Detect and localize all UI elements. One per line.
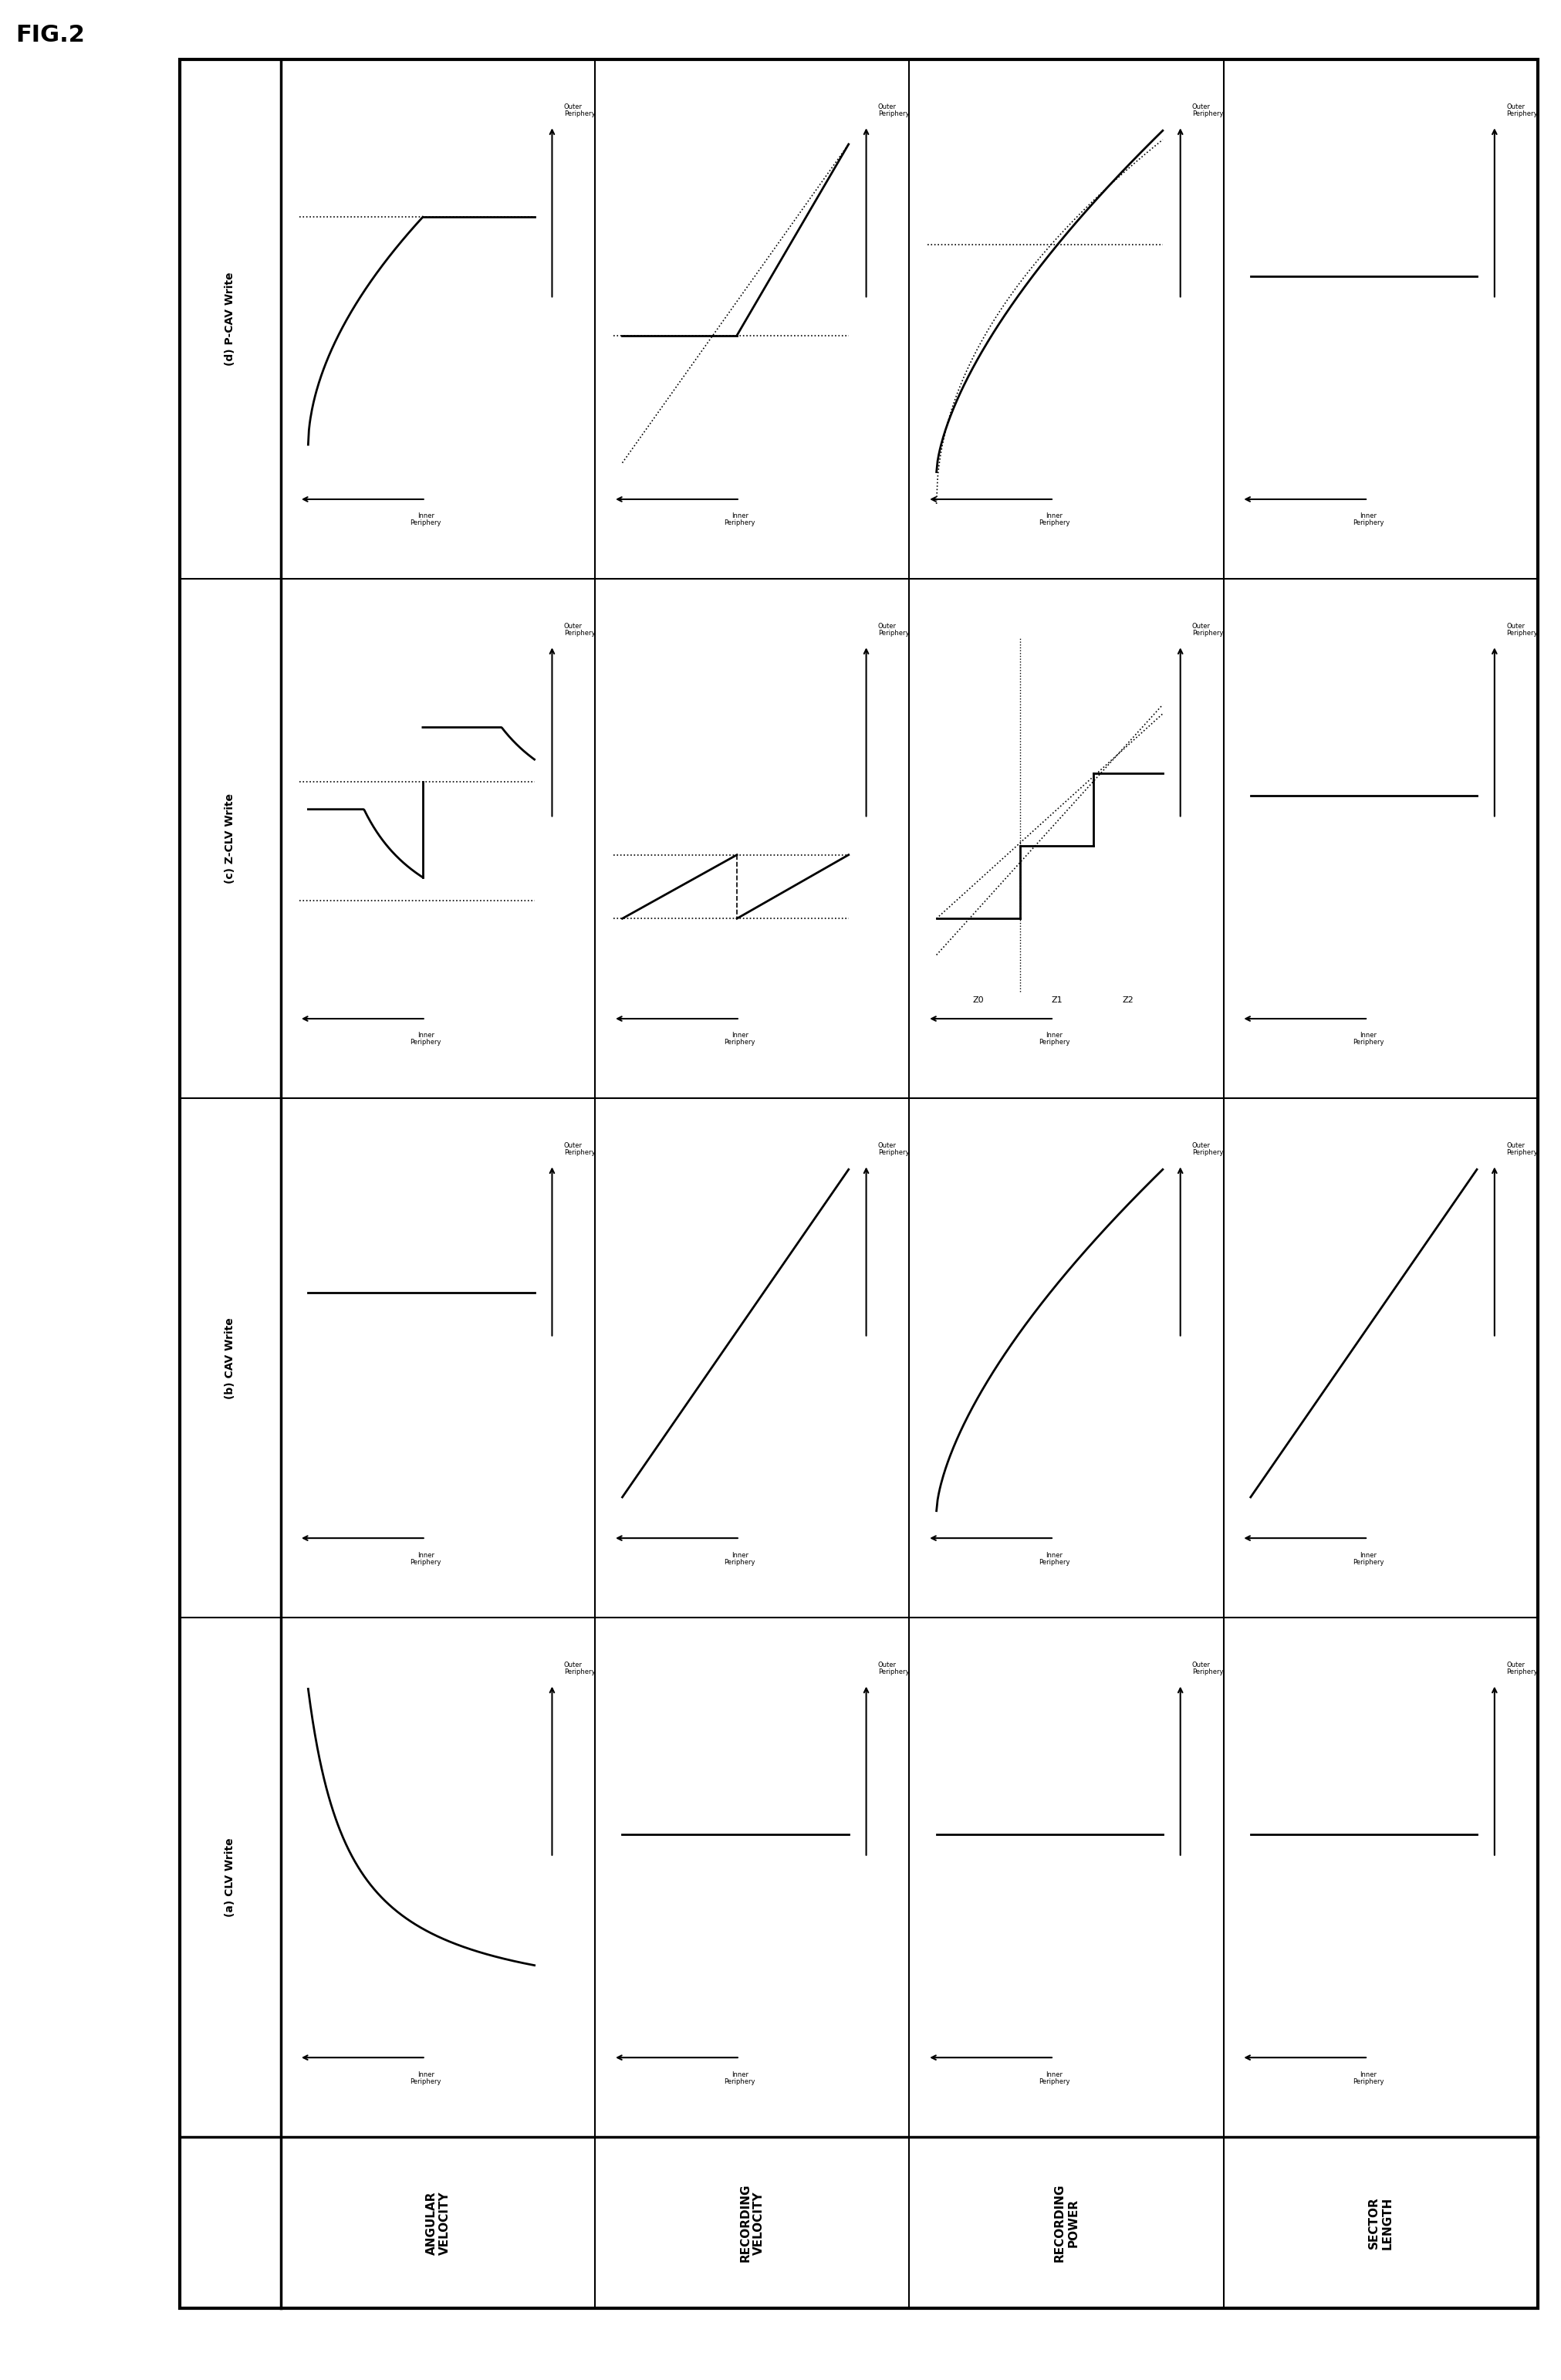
Text: Inner
Periphery: Inner Periphery [724, 1033, 756, 1047]
Text: SECTOR
LENGTH: SECTOR LENGTH [1367, 2197, 1392, 2249]
Text: Inner
Periphery: Inner Periphery [1352, 512, 1383, 526]
Text: Outer
Periphery: Outer Periphery [1506, 1142, 1538, 1157]
Text: Z1: Z1 [1051, 997, 1063, 1004]
Text: (d) P-CAV Write: (d) P-CAV Write [225, 271, 236, 367]
Text: RECORDING
POWER: RECORDING POWER [1054, 2185, 1079, 2261]
Text: Outer
Periphery: Outer Periphery [1506, 102, 1538, 117]
Text: Inner
Periphery: Inner Periphery [411, 2071, 442, 2085]
Text: Inner
Periphery: Inner Periphery [1038, 1033, 1069, 1047]
Text: Outer
Periphery: Outer Periphery [1193, 1142, 1224, 1157]
Text: Outer
Periphery: Outer Periphery [564, 624, 595, 635]
Text: Outer
Periphery: Outer Periphery [564, 1142, 595, 1157]
Text: Outer
Periphery: Outer Periphery [1506, 624, 1538, 635]
Text: Inner
Periphery: Inner Periphery [724, 1552, 756, 1566]
Text: Inner
Periphery: Inner Periphery [411, 1033, 442, 1047]
Text: Inner
Periphery: Inner Periphery [1038, 1552, 1069, 1566]
Text: Inner
Periphery: Inner Periphery [411, 512, 442, 526]
Text: Inner
Periphery: Inner Periphery [724, 2071, 756, 2085]
Text: Z0: Z0 [973, 997, 983, 1004]
Text: (b) CAV Write: (b) CAV Write [225, 1316, 236, 1399]
Text: Outer
Periphery: Outer Periphery [564, 102, 595, 117]
Text: Outer
Periphery: Outer Periphery [877, 102, 909, 117]
Text: Outer
Periphery: Outer Periphery [877, 624, 909, 635]
Text: ANGULAR
VELOCITY: ANGULAR VELOCITY [426, 2192, 451, 2254]
Text: Outer
Periphery: Outer Periphery [1506, 1661, 1538, 1676]
Text: Inner
Periphery: Inner Periphery [1038, 2071, 1069, 2085]
Text: Inner
Periphery: Inner Periphery [1038, 512, 1069, 526]
Text: (c) Z-CLV Write: (c) Z-CLV Write [225, 793, 236, 883]
Text: Outer
Periphery: Outer Periphery [877, 1661, 909, 1676]
Text: Outer
Periphery: Outer Periphery [1193, 102, 1224, 117]
Text: Z2: Z2 [1122, 997, 1133, 1004]
Text: Outer
Periphery: Outer Periphery [877, 1142, 909, 1157]
Text: RECORDING
VELOCITY: RECORDING VELOCITY [740, 2185, 765, 2261]
Text: (a) CLV Write: (a) CLV Write [225, 1837, 236, 1918]
Text: Outer
Periphery: Outer Periphery [564, 1661, 595, 1676]
Text: Outer
Periphery: Outer Periphery [1193, 1661, 1224, 1676]
Text: Inner
Periphery: Inner Periphery [411, 1552, 442, 1566]
Text: Inner
Periphery: Inner Periphery [1352, 1552, 1383, 1566]
Text: Inner
Periphery: Inner Periphery [724, 512, 756, 526]
Text: FIG.2: FIG.2 [16, 24, 84, 45]
Text: Outer
Periphery: Outer Periphery [1193, 624, 1224, 635]
Text: Inner
Periphery: Inner Periphery [1352, 1033, 1383, 1047]
Text: Inner
Periphery: Inner Periphery [1352, 2071, 1383, 2085]
